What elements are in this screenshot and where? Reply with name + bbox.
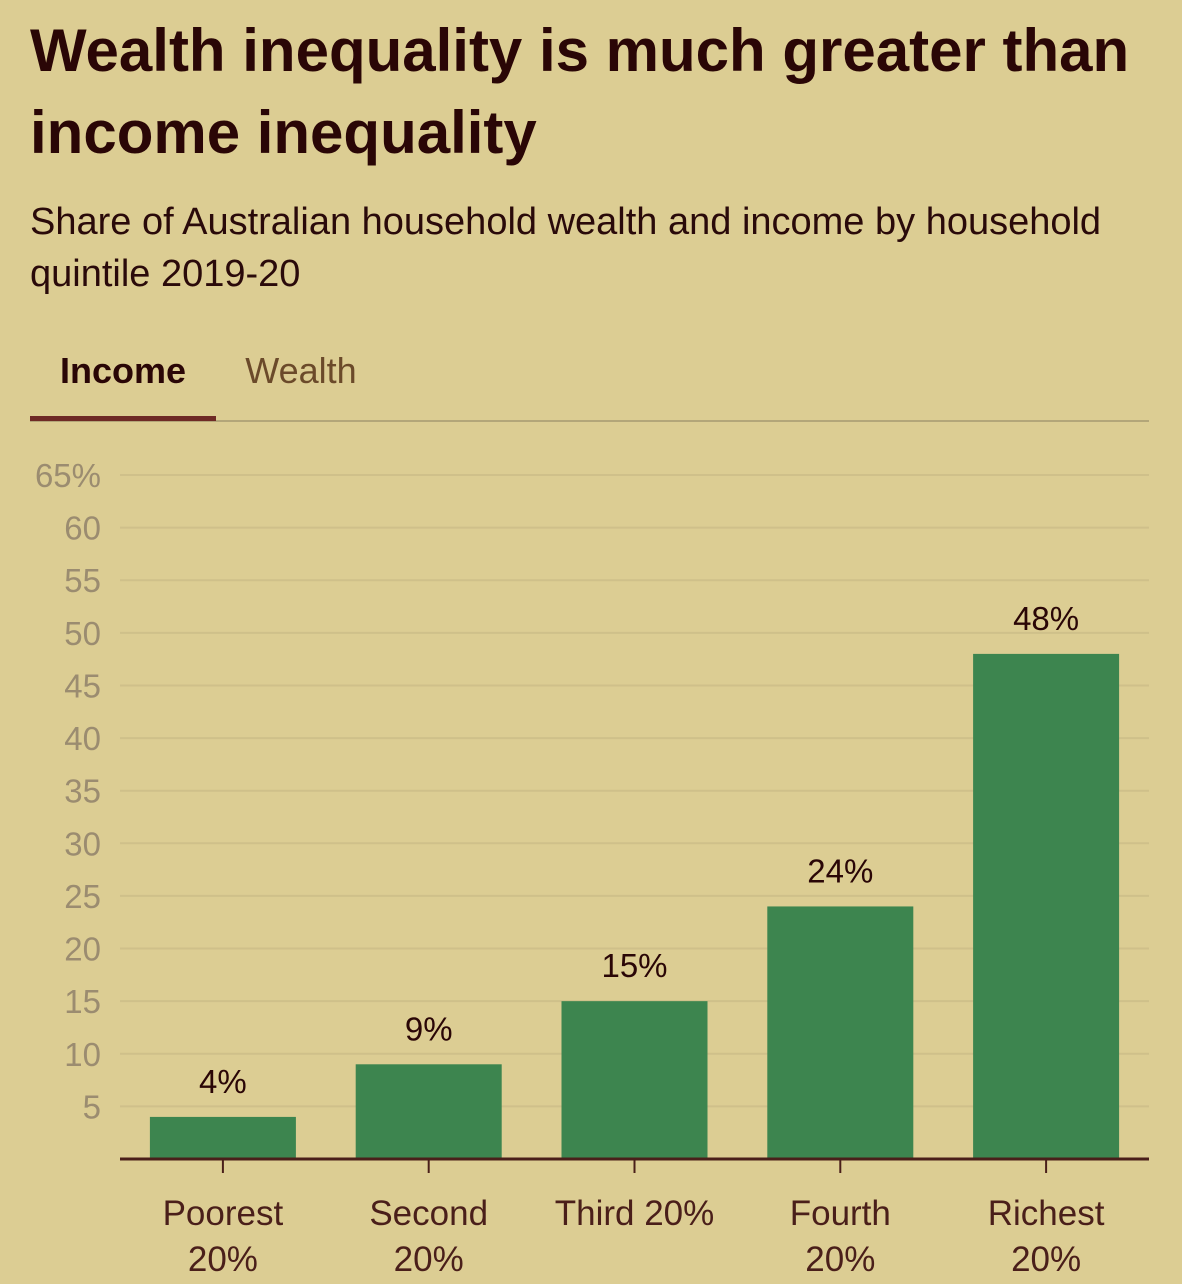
tab-bar: Income Wealth [30,340,1149,422]
tab-income-label: Income [59,350,187,391]
x-tick-label: Second [369,1194,488,1233]
x-tick-label: Fourth [790,1194,891,1233]
y-tick-label: 35 [64,773,101,810]
y-tick-label: 10 [64,1036,101,1073]
y-tick-label: 5 [83,1088,101,1125]
chart-title: Wealth inequality is much greater than i… [30,17,1130,166]
x-tick-label: Richest [988,1194,1105,1233]
x-tick-label: Poorest [163,1194,284,1233]
y-tick-label: 45 [64,667,101,704]
x-tick-label: 20% [805,1240,875,1279]
x-tick-label: 20% [1011,1240,1081,1279]
x-tick-label: 20% [188,1240,258,1279]
bar [973,653,1120,1159]
bar-value-label: 9% [405,1010,453,1047]
bar-value-label: 15% [601,947,667,984]
tab-wealth[interactable]: Wealth [230,340,372,418]
bar-value-label: 24% [807,852,873,889]
x-tick-label: 20% [394,1240,464,1279]
tab-wealth-label: Wealth [245,350,357,391]
bar [355,1064,502,1159]
tab-income[interactable]: Income [30,340,216,421]
y-tick-label: 50 [64,615,101,652]
active-tab-indicator [30,416,216,421]
y-tick-label: 55 [64,562,101,599]
chart-subtitle: Share of Australian household wealth and… [30,201,1102,295]
bar [561,1001,708,1159]
bar-chart: 5 10 15 20 25 30 35 40 45 50 55 60 65% 4% Poorest 20% 9%… [35,457,1149,1279]
x-tick-label: Third 20% [555,1194,715,1233]
bar [149,1116,296,1159]
y-tick-label: 15 [64,983,101,1020]
bar [767,906,914,1159]
y-tick-label: 20 [64,931,101,968]
y-tick-label: 40 [64,720,101,757]
y-tick-label: 30 [64,825,101,862]
bar-value-label: 48% [1013,600,1079,637]
bar-value-label: 4% [199,1063,247,1100]
y-tick-label: 60 [64,510,101,547]
y-tick-label: 65% [35,457,101,494]
y-tick-label: 25 [64,878,101,915]
